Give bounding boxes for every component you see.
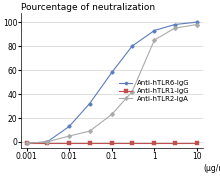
Anti-hTLR1-IgG [68,142,71,144]
Anti-hTLR2-IgA [46,141,48,143]
Anti-hTLR6-IgG [153,29,156,32]
X-axis label: (μg/ml): (μg/ml) [204,164,220,173]
Anti-hTLR2-IgA [88,130,91,132]
Anti-hTLR1-IgG [173,142,176,144]
Anti-hTLR1-IgG [26,142,28,144]
Anti-hTLR1-IgG [196,142,198,144]
Anti-hTLR2-IgA [68,135,71,137]
Anti-hTLR1-IgG [131,142,133,144]
Anti-hTLR2-IgA [26,142,28,144]
Anti-hTLR1-IgG [110,142,113,144]
Anti-hTLR6-IgG [88,103,91,105]
Anti-hTLR1-IgG [153,142,156,144]
Anti-hTLR2-IgA [196,23,198,26]
Anti-hTLR2-IgA [131,91,133,93]
Anti-hTLR6-IgG [26,142,28,144]
Line: Anti-hTLR1-IgG: Anti-hTLR1-IgG [25,142,199,145]
Anti-hTLR6-IgG [131,45,133,47]
Anti-hTLR2-IgA [153,39,156,41]
Anti-hTLR2-IgA [173,27,176,29]
Anti-hTLR2-IgA [110,113,113,115]
Line: Anti-hTLR2-IgA: Anti-hTLR2-IgA [25,23,199,145]
Line: Anti-hTLR6-IgG: Anti-hTLR6-IgG [25,20,199,145]
Anti-hTLR6-IgG [196,21,198,23]
Anti-hTLR1-IgG [46,142,48,144]
Anti-hTLR6-IgG [68,125,71,127]
Anti-hTLR1-IgG [88,142,91,144]
Legend: Anti-hTLR6-IgG, Anti-hTLR1-IgG, Anti-hTLR2-IgA: Anti-hTLR6-IgG, Anti-hTLR1-IgG, Anti-hTL… [119,80,190,102]
Anti-hTLR6-IgG [173,23,176,26]
Anti-hTLR6-IgG [110,71,113,74]
Text: Pourcentage of neutralization: Pourcentage of neutralization [21,3,156,12]
Anti-hTLR6-IgG [46,141,48,143]
